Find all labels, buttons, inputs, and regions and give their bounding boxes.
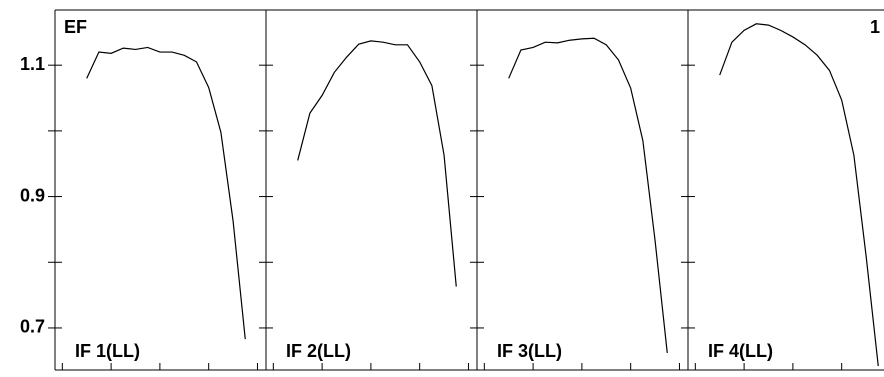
annotation: 1	[870, 17, 880, 37]
panel-label: IF 2(LL)	[286, 341, 351, 361]
panel-label: IF 3(LL)	[497, 341, 562, 361]
line	[508, 37, 668, 353]
y-tick-label: 1.1	[20, 54, 45, 74]
line	[297, 40, 457, 287]
line	[719, 23, 879, 367]
y-tick-label: 0.9	[20, 185, 45, 205]
panel-label: IF 4(LL)	[708, 341, 773, 361]
y-tick-label: 0.7	[20, 317, 45, 337]
panel-label: IF 1(LL)	[75, 341, 140, 361]
y-axis-label: EF	[64, 17, 87, 37]
line	[86, 46, 246, 340]
